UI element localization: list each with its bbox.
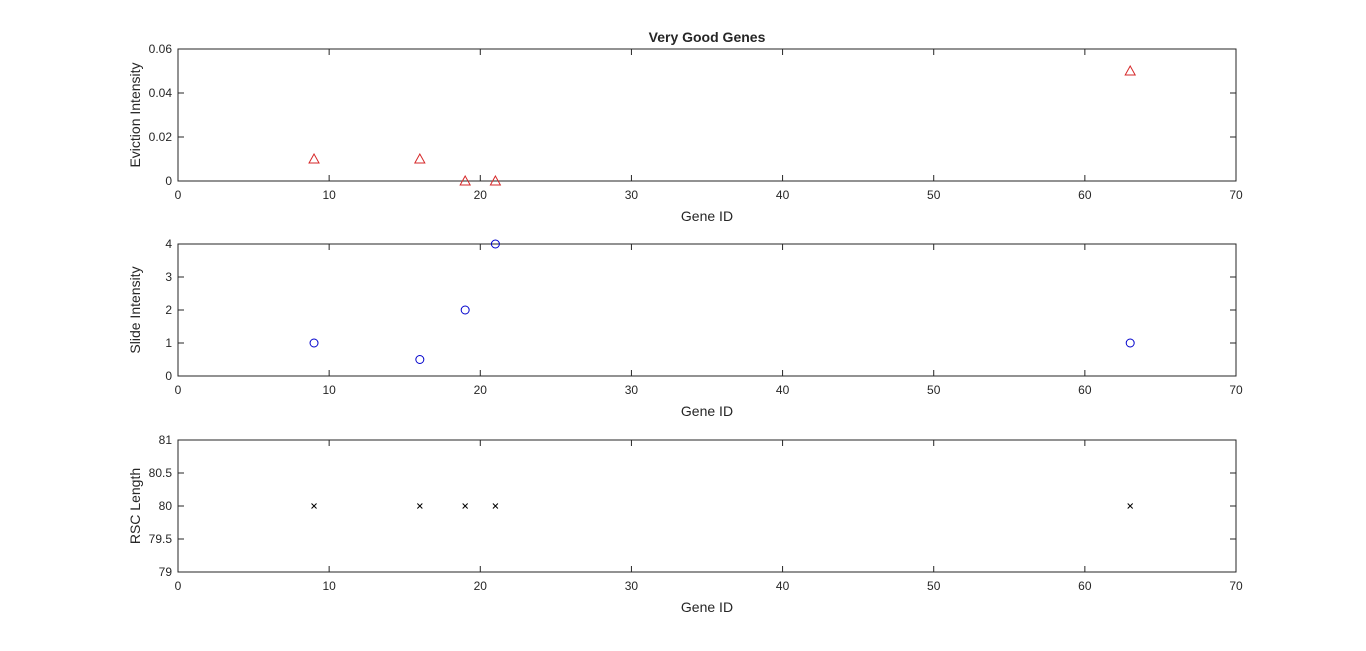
data-point-x <box>462 503 469 509</box>
y-tick-label: 79 <box>159 565 173 579</box>
x-tick-label: 0 <box>175 383 182 397</box>
y-tick-label: 80 <box>159 499 173 513</box>
subplot-2: 0 10 20 30 40 50 60 70 0 1 2 3 4 Gene ID Slide Intensi… <box>127 237 1243 419</box>
x-tick-label: 20 <box>474 383 488 397</box>
x-tick-label: 50 <box>927 383 941 397</box>
y-tick-label: 2 <box>165 303 172 317</box>
x-axis-label: Gene ID <box>681 599 733 615</box>
data-point-triangle <box>489 174 502 186</box>
axes-box <box>177 439 1237 573</box>
x-tick-label: 30 <box>625 579 639 593</box>
data-point-triangle <box>308 152 320 164</box>
data-point-triangle <box>1124 64 1137 76</box>
y-tick-label: 81 <box>159 433 173 447</box>
axes-box <box>177 243 1237 377</box>
y-axis-label: Slide Intensity <box>127 266 143 353</box>
x-tick-label: 60 <box>1078 579 1092 593</box>
y-tick-label: 1 <box>165 336 172 350</box>
x-tick-label: 60 <box>1078 188 1092 202</box>
x-tick-label: 70 <box>1229 579 1243 593</box>
axes-box <box>177 48 1237 182</box>
x-tick-label: 30 <box>625 188 639 202</box>
y-tick-label: 3 <box>165 270 172 284</box>
x-tick-label: 20 <box>474 579 488 593</box>
y-axis-label: Eviction Intensity <box>127 62 143 167</box>
x-tick-label: 40 <box>776 188 790 202</box>
x-tick-label: 50 <box>927 188 941 202</box>
x-axis-label: Gene ID <box>681 208 733 224</box>
data-point-circle <box>490 239 500 249</box>
y-tick-label: 4 <box>165 237 172 251</box>
subplot-1: 0 10 20 30 40 50 60 70 0 0.02 0.04 0.06 Gene ID Evict… <box>127 29 1243 224</box>
x-tick-label: 20 <box>474 188 488 202</box>
data-point-circle <box>415 355 425 364</box>
x-tick-label: 70 <box>1229 188 1243 202</box>
x-axis-label: Gene ID <box>681 403 733 419</box>
y-axis-label: RSC Length <box>127 468 143 544</box>
x-tick-label: 10 <box>322 188 336 202</box>
data-point-x <box>311 503 317 509</box>
data-point-x <box>1127 503 1134 509</box>
x-tick-label: 70 <box>1229 383 1243 397</box>
data-point-x <box>416 503 423 509</box>
subplot-3: 0 10 20 30 40 50 60 70 79 79.5 80 80.5 81 Gene ID RSC … <box>127 433 1243 615</box>
y-tick-label: 80.5 <box>149 466 173 480</box>
x-tick-label: 30 <box>625 383 639 397</box>
y-tick-label: 0.04 <box>149 86 173 100</box>
x-tick-label: 40 <box>776 579 790 593</box>
data-point-triangle <box>413 152 426 164</box>
x-tick-label: 10 <box>322 383 336 397</box>
x-tick-label: 50 <box>927 579 941 593</box>
y-tick-label: 0.06 <box>149 42 173 56</box>
data-point-circle <box>1125 338 1135 348</box>
data-point-triangle <box>459 174 472 186</box>
y-tick-label: 0.02 <box>149 130 173 144</box>
y-tick-label: 0 <box>165 174 172 188</box>
data-point-circle <box>309 338 319 348</box>
data-point-x <box>492 503 499 509</box>
x-tick-label: 40 <box>776 383 790 397</box>
x-tick-label: 60 <box>1078 383 1092 397</box>
data-point-circle <box>460 305 470 315</box>
x-tick-label: 10 <box>322 579 336 593</box>
chart-title: Very Good Genes <box>649 29 766 45</box>
x-tick-label: 0 <box>175 579 182 593</box>
y-tick-label: 79.5 <box>149 532 173 546</box>
x-tick-label: 0 <box>175 188 182 202</box>
y-tick-label: 0 <box>165 369 172 383</box>
